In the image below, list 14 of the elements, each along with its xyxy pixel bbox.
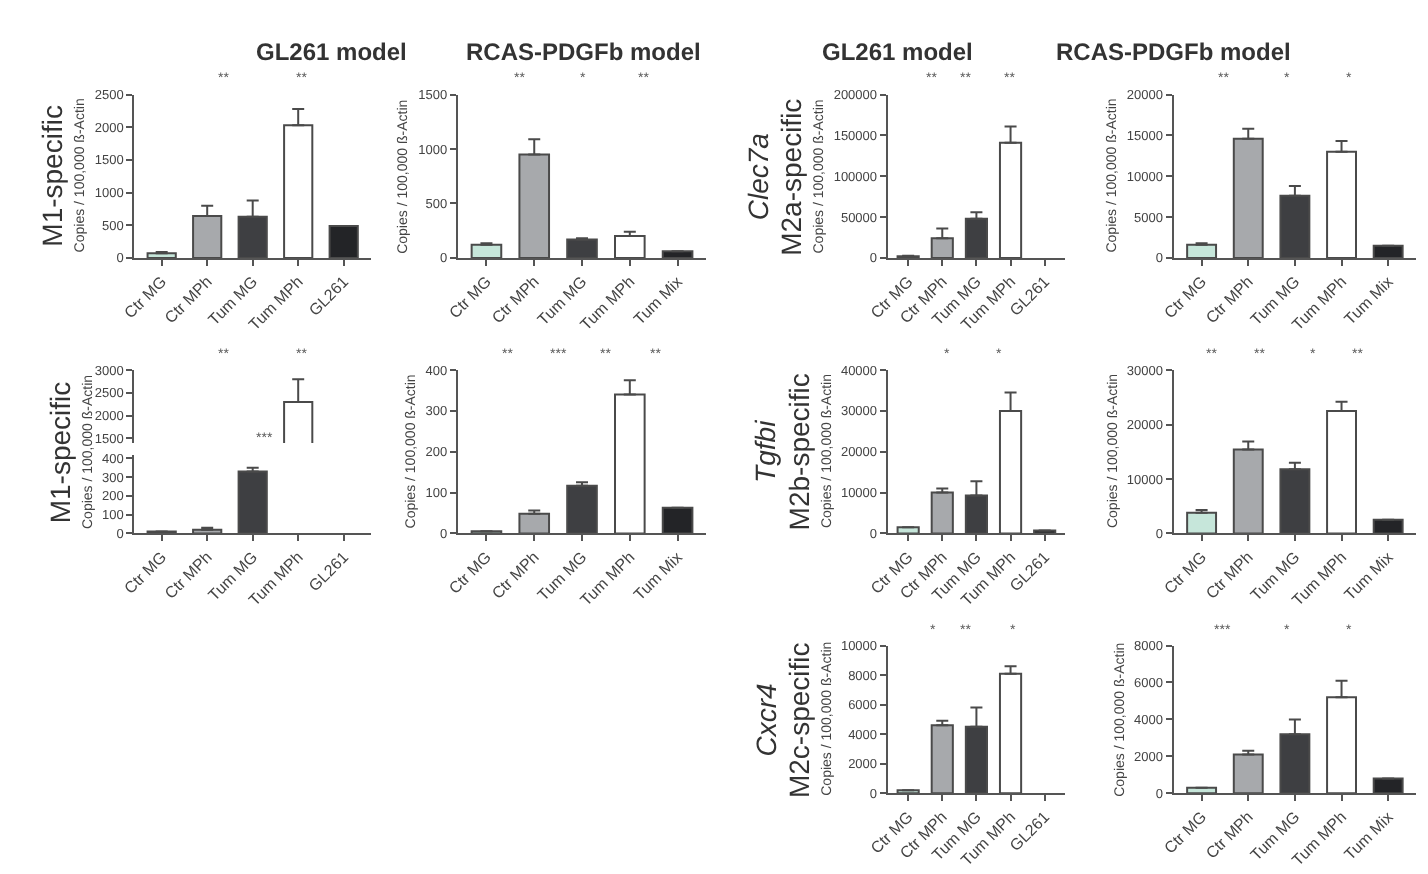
chart-title: GL261 model	[822, 38, 973, 66]
text: M2b-specific	[782, 373, 815, 531]
chart-title: RCAS-PDGFb model	[1056, 38, 1291, 66]
text: Cxcr4	[749, 682, 782, 757]
text: M2c-specific	[783, 642, 816, 799]
text: M2a-specific	[775, 98, 808, 256]
text: M1-specific	[43, 381, 76, 524]
text: Clec7a	[741, 132, 774, 221]
text: M1-specific	[36, 105, 69, 247]
text: Tgfbi	[749, 418, 782, 483]
chart-title: GL261 model	[256, 38, 407, 66]
x-tick-label: Ctr MG	[445, 548, 495, 598]
chart-title: RCAS-PDGFb model	[466, 38, 701, 66]
x-tick-label: Ctr MG	[445, 272, 495, 323]
